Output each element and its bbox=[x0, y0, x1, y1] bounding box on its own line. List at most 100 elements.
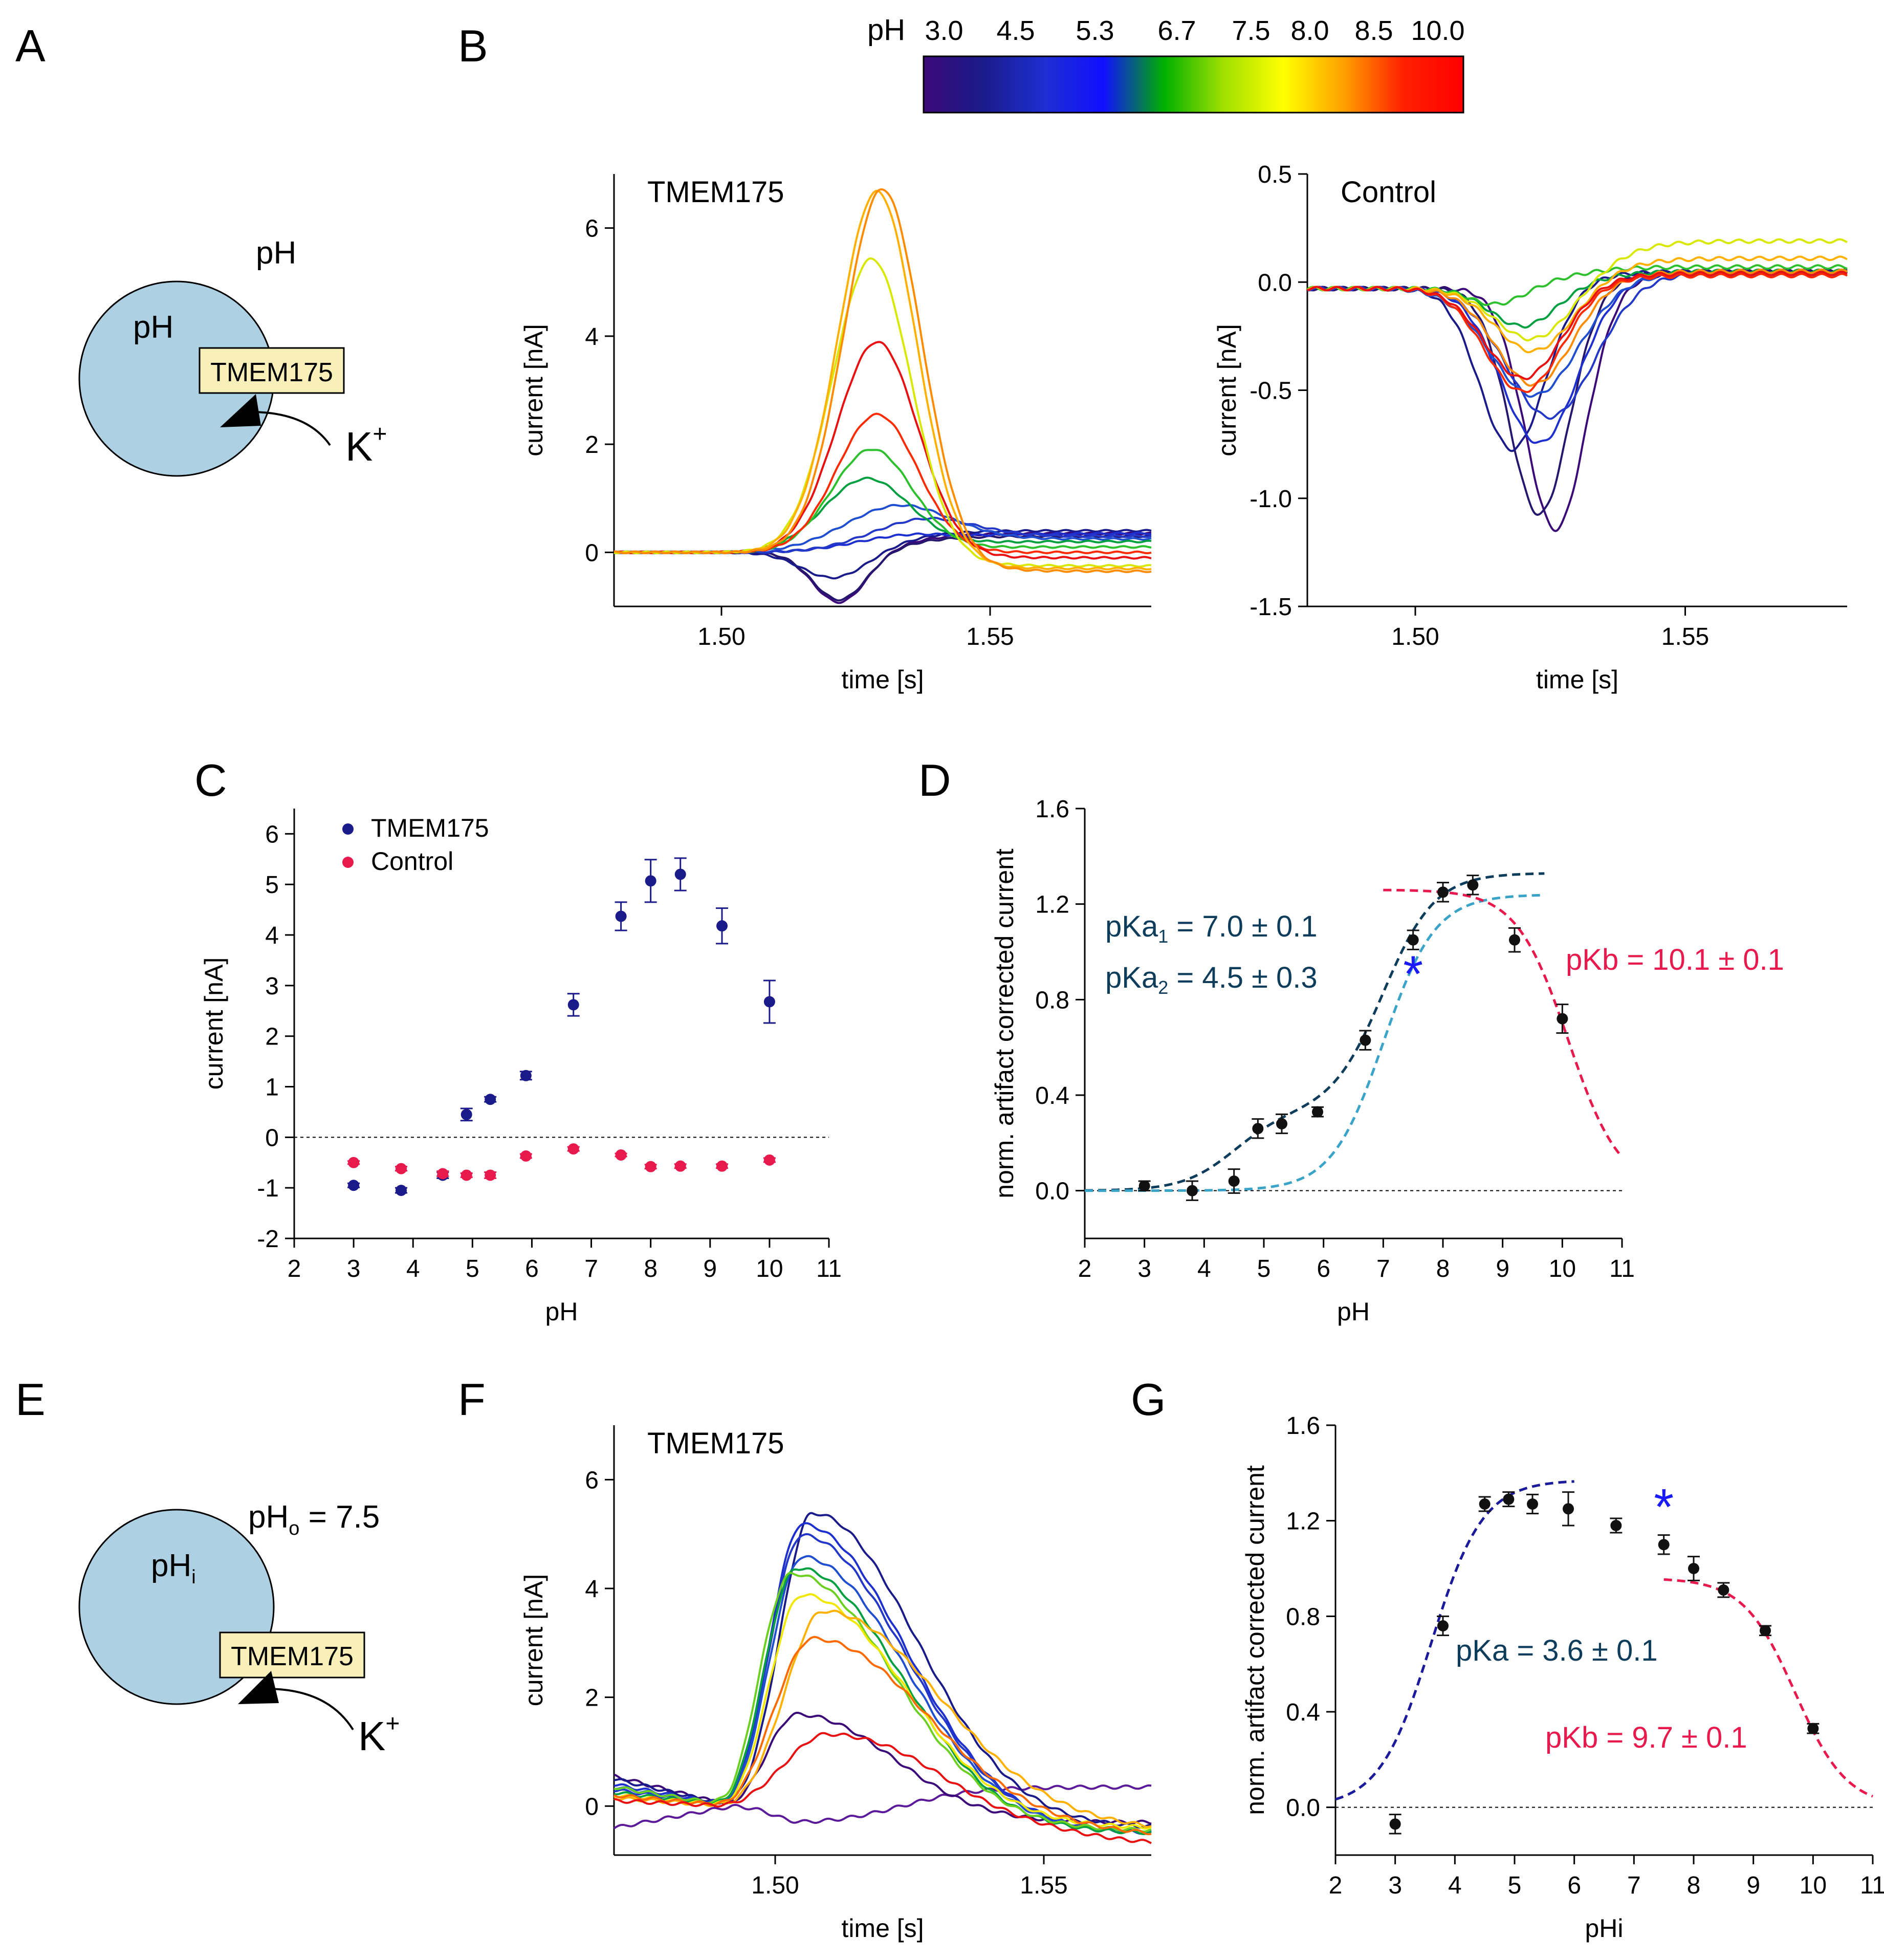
x-tick-label: 8 bbox=[1687, 1872, 1701, 1899]
x-tick-label: 10 bbox=[1549, 1255, 1576, 1282]
x-tick-label: 9 bbox=[1496, 1255, 1509, 1282]
x-tick-label: 9 bbox=[703, 1255, 717, 1282]
panel-letter-d: D bbox=[918, 755, 951, 805]
pka2-annotation: pKa2 = 4.5 ± 0.3 bbox=[1105, 961, 1318, 998]
data-point-tmem175 bbox=[763, 996, 775, 1008]
chart-b-tmem175-traces: 1.50 1.55 0 2 4 6 time [s] current [nA] TMEM175 bbox=[519, 174, 1152, 694]
trace-ph-6-7 bbox=[614, 476, 1152, 555]
chart-f-tmem175-traces: 1.50 1.55 0 2 4 6 time [s] current [nA] TMEM175 bbox=[519, 1425, 1152, 1943]
colorbar: pH 3.0 4.5 5.3 6.7 7.5 8.0 8.5 10.0 bbox=[867, 13, 1465, 114]
x-axis-label: pH bbox=[545, 1297, 578, 1326]
x-tick-label: 7 bbox=[1376, 1255, 1390, 1282]
fit-curve bbox=[1085, 894, 1545, 1192]
ion-label: K+ bbox=[358, 1710, 400, 1759]
tmem175-box bbox=[199, 347, 345, 394]
x-tick-label: 11 bbox=[816, 1255, 842, 1282]
x-tick-label: 7 bbox=[584, 1255, 598, 1282]
trace-ph-4-5 bbox=[1307, 268, 1848, 452]
x-tick-label: 2 bbox=[1329, 1872, 1343, 1899]
data-point-tmem175 bbox=[520, 1070, 532, 1081]
y-tick-label: 0.0 bbox=[1258, 269, 1292, 296]
panel-letter-a: A bbox=[15, 20, 46, 71]
y-tick-label: 2 bbox=[265, 1023, 279, 1051]
y-tick-label: 6 bbox=[585, 215, 599, 243]
x-tick-label: 4 bbox=[1197, 1255, 1211, 1282]
data-point bbox=[1312, 1106, 1323, 1118]
y-axis-label: norm. artifact corrected current bbox=[1241, 1465, 1269, 1815]
data-point bbox=[1187, 1185, 1198, 1196]
colorbar-tick-label: 5.3 bbox=[1076, 15, 1114, 46]
data-point-control bbox=[716, 1160, 728, 1172]
data-point bbox=[1437, 1620, 1449, 1631]
data-point bbox=[1479, 1498, 1491, 1510]
trace-ph-8 bbox=[614, 257, 1152, 568]
x-axis-label: time [s] bbox=[1536, 665, 1618, 694]
x-tick-label: 1.50 bbox=[751, 1872, 799, 1899]
y-tick-label: 1.6 bbox=[1035, 796, 1069, 823]
legend-label: Control bbox=[371, 847, 453, 876]
chart-d-normalized-vs-ph: 2 3 4 5 6 7 8 9 10 11 0.0 0.4 0.8 1.2 1.6 pH norm. artif… bbox=[990, 796, 1635, 1326]
data-point-tmem175 bbox=[716, 920, 728, 932]
data-point-control bbox=[567, 1143, 579, 1155]
x-tick-label: 4 bbox=[1448, 1872, 1462, 1899]
y-axis-label: norm. artifact corrected current bbox=[990, 848, 1019, 1199]
y-axis-label: current [nA] bbox=[200, 957, 228, 1090]
data-point bbox=[1527, 1498, 1538, 1510]
chart-title: TMEM175 bbox=[647, 176, 784, 209]
trace-ph-3 bbox=[1307, 268, 1848, 532]
colorbar-gradient bbox=[923, 55, 1464, 114]
fit-curve bbox=[1335, 1480, 1574, 1801]
colorbar-tick-label: 10.0 bbox=[1411, 15, 1464, 46]
y-tick-label: 0.4 bbox=[1035, 1082, 1069, 1109]
data-point-control bbox=[437, 1168, 449, 1180]
annotations-d: pKa1 = 7.0 ± 0.1 pKa2 = 4.5 ± 0.3 pKb = … bbox=[1105, 910, 1784, 1003]
data-point bbox=[1718, 1584, 1729, 1596]
x-tick-label: 11 bbox=[1860, 1872, 1884, 1899]
colorbar-tick-label: 7.5 bbox=[1232, 15, 1270, 46]
data-point bbox=[1389, 1818, 1401, 1830]
data-point bbox=[1557, 1013, 1568, 1025]
data-point bbox=[1360, 1034, 1371, 1046]
x-tick-label: 1.55 bbox=[1020, 1872, 1067, 1899]
y-axis-label: current [nA] bbox=[519, 1574, 548, 1706]
x-tick-label: 6 bbox=[1567, 1872, 1581, 1899]
x-tick-label: 1.55 bbox=[966, 623, 1014, 650]
x-tick-label: 10 bbox=[1800, 1872, 1827, 1899]
chart-b-control-traces: 1.50 1.55 -1.5 -1.0 -0.5 0.0 0.5 time [s] curren… bbox=[1213, 161, 1848, 694]
y-tick-label: 2 bbox=[585, 1685, 599, 1712]
pkb-annotation: pKb = 10.1 ± 0.1 bbox=[1566, 943, 1784, 976]
panel-letter-f: F bbox=[458, 1374, 486, 1425]
fit-curve bbox=[1084, 872, 1545, 1192]
x-tick-label: 8 bbox=[644, 1255, 658, 1282]
data-point-control bbox=[520, 1150, 532, 1162]
x-tick-label: 5 bbox=[1508, 1872, 1522, 1899]
y-tick-label: 0.5 bbox=[1258, 161, 1292, 188]
tmem175-box-label: TMEM175 bbox=[231, 1642, 354, 1671]
x-tick-label: 6 bbox=[525, 1255, 539, 1282]
data-point bbox=[1509, 934, 1520, 946]
x-tick-label: 2 bbox=[288, 1255, 301, 1282]
y-tick-label: 0.8 bbox=[1035, 987, 1069, 1014]
y-tick-label: 2 bbox=[585, 431, 599, 459]
trace-ph-10 bbox=[614, 1732, 1152, 1844]
data-point-control bbox=[763, 1154, 775, 1166]
trace-ph-4-9 bbox=[614, 1522, 1152, 1835]
pka1-annotation: pKa1 = 7.0 ± 0.1 bbox=[1105, 910, 1318, 947]
fit-curve bbox=[1383, 888, 1623, 1158]
x-tick-label: 4 bbox=[406, 1255, 420, 1282]
ion-label: K+ bbox=[345, 421, 387, 469]
outside-ph-label: pHo = 7.5 bbox=[248, 1499, 380, 1539]
x-tick-label: 5 bbox=[1257, 1255, 1271, 1282]
data-point-tmem175 bbox=[567, 999, 579, 1011]
y-tick-label: 5 bbox=[265, 872, 279, 899]
colorbar-tick-label: 3.0 bbox=[925, 15, 963, 46]
y-tick-label: 1.2 bbox=[1286, 1508, 1320, 1535]
y-tick-label: -1 bbox=[257, 1175, 279, 1202]
inside-ph-label: pHi bbox=[151, 1548, 196, 1588]
y-tick-label: 1.6 bbox=[1286, 1412, 1320, 1440]
y-tick-label: -2 bbox=[257, 1226, 279, 1253]
y-tick-label: 0.4 bbox=[1286, 1699, 1320, 1726]
trace-ph-7-5 bbox=[1307, 268, 1848, 387]
panel-letter-b: B bbox=[458, 20, 488, 71]
